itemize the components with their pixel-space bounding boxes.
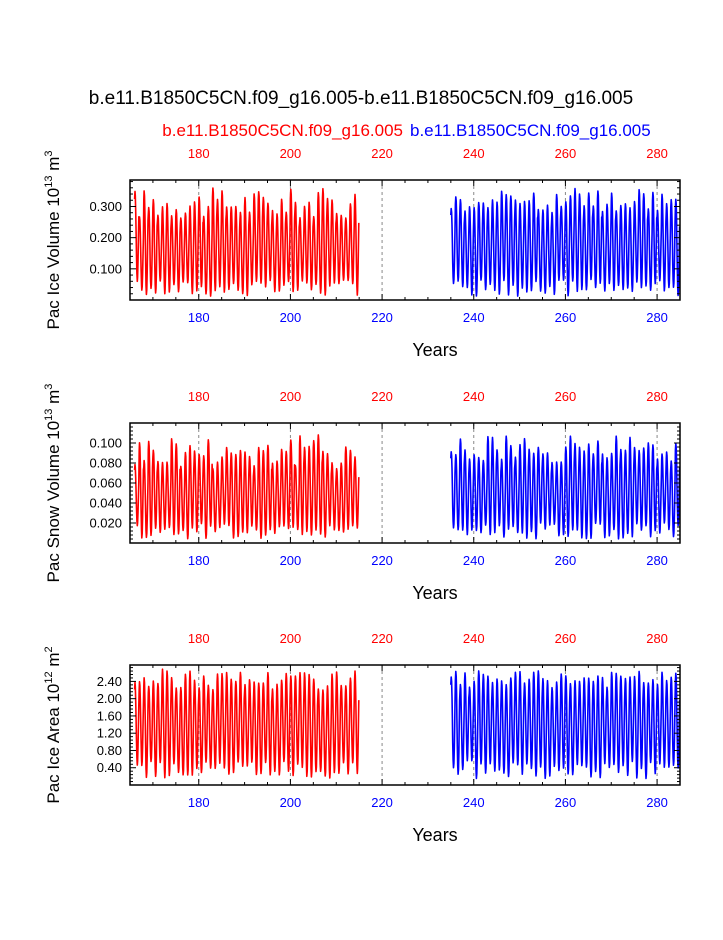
x-tick-label-bottom: 260 bbox=[555, 310, 577, 325]
x-tick-label-bottom: 220 bbox=[371, 553, 393, 568]
y-axis-label-unit: m bbox=[44, 157, 63, 176]
x-tick-label-bottom: 280 bbox=[646, 795, 668, 810]
x-tick-label-top: 240 bbox=[463, 631, 485, 646]
y-axis-label-text: Pac Ice Volume 10 bbox=[44, 188, 63, 330]
y-axis-label: Pac Snow Volume 1013 m3 bbox=[43, 384, 63, 583]
x-axis-label: Years bbox=[412, 825, 457, 845]
y-tick-label: 0.200 bbox=[89, 230, 122, 245]
series-line-red bbox=[133, 187, 360, 297]
y-axis-label-exponent: 13 bbox=[43, 409, 55, 421]
x-tick-label-top: 200 bbox=[280, 631, 302, 646]
figure-title: b.e11.B1850C5CN.f09_g16.005-b.e11.B1850C… bbox=[89, 88, 633, 109]
x-tick-label-top: 240 bbox=[463, 146, 485, 161]
x-axis-label: Years bbox=[412, 340, 457, 360]
x-tick-label-top: 220 bbox=[371, 631, 393, 646]
x-tick-label-top: 220 bbox=[371, 389, 393, 404]
x-tick-label-bottom: 180 bbox=[188, 310, 210, 325]
y-tick-label: 2.40 bbox=[97, 674, 122, 689]
y-axis-label: Pac Ice Area 1012 m2 bbox=[43, 646, 63, 803]
y-axis-label: Pac Ice Volume 1013 m3 bbox=[43, 150, 63, 329]
x-tick-label-bottom: 280 bbox=[646, 553, 668, 568]
y-tick-label: 0.100 bbox=[89, 436, 122, 451]
y-axis-label-unit-exponent: 3 bbox=[43, 150, 55, 156]
series-line-red bbox=[133, 434, 360, 540]
x-tick-label-bottom: 240 bbox=[463, 795, 485, 810]
subtitle-left: b.e11.B1850C5CN.f09_g16.005 bbox=[162, 121, 403, 140]
y-tick-label: 0.100 bbox=[89, 261, 122, 276]
x-tick-label-top: 200 bbox=[280, 389, 302, 404]
x-tick-label-bottom: 200 bbox=[280, 795, 302, 810]
x-tick-label-top: 280 bbox=[646, 389, 668, 404]
x-tick-label-top: 200 bbox=[280, 146, 302, 161]
x-tick-label-top: 260 bbox=[555, 631, 577, 646]
y-tick-label: 0.020 bbox=[89, 516, 122, 531]
series-line-blue bbox=[450, 187, 681, 297]
y-axis-label-exponent: 12 bbox=[43, 671, 55, 683]
x-tick-label-bottom: 260 bbox=[555, 795, 577, 810]
panels: 180 180 200 200 220 220 240 240 260 260 280 280 0.10… bbox=[43, 146, 681, 845]
x-tick-label-bottom: 220 bbox=[371, 795, 393, 810]
x-tick-label-bottom: 180 bbox=[188, 553, 210, 568]
y-tick-label: 2.00 bbox=[97, 691, 122, 706]
x-tick-label-bottom: 220 bbox=[371, 310, 393, 325]
y-tick-label: 0.80 bbox=[97, 743, 122, 758]
y-tick-label: 0.060 bbox=[89, 476, 122, 491]
x-tick-label-bottom: 260 bbox=[555, 553, 577, 568]
x-tick-label-top: 220 bbox=[371, 146, 393, 161]
y-axis-label-unit: m bbox=[44, 652, 63, 671]
y-axis-label-text: Pac Snow Volume 10 bbox=[44, 421, 63, 583]
x-tick-label-bottom: 240 bbox=[463, 310, 485, 325]
chart-panel-1: 180 180 200 200 220 220 240 240 260 260 280 280 0.10… bbox=[43, 146, 681, 360]
x-axis-label: Years bbox=[412, 583, 457, 603]
y-tick-label: 0.40 bbox=[97, 760, 122, 775]
y-tick-label: 0.300 bbox=[89, 199, 122, 214]
x-tick-label-top: 280 bbox=[646, 631, 668, 646]
y-axis-label-unit: m bbox=[44, 390, 63, 409]
y-axis-label-unit-exponent: 2 bbox=[43, 646, 55, 652]
chart-panel-3: 180 180 200 200 220 220 240 240 260 260 280 280 0.40… bbox=[43, 631, 681, 845]
series-line-blue bbox=[450, 435, 681, 540]
x-tick-label-top: 260 bbox=[555, 146, 577, 161]
x-tick-label-bottom: 280 bbox=[646, 310, 668, 325]
x-tick-label-bottom: 200 bbox=[280, 553, 302, 568]
x-tick-label-top: 180 bbox=[188, 631, 210, 646]
y-tick-label: 1.20 bbox=[97, 726, 122, 741]
y-tick-label: 0.080 bbox=[89, 456, 122, 471]
chart-panel-2: 180 180 200 200 220 220 240 240 260 260 280 280 0.02… bbox=[43, 384, 681, 603]
series-line-blue bbox=[450, 670, 681, 780]
y-tick-label: 0.040 bbox=[89, 496, 122, 511]
x-tick-label-top: 280 bbox=[646, 146, 668, 161]
y-axis-label-exponent: 13 bbox=[43, 176, 55, 188]
y-axis-label-unit-exponent: 3 bbox=[43, 384, 55, 390]
x-tick-label-top: 180 bbox=[188, 389, 210, 404]
x-tick-label-bottom: 180 bbox=[188, 795, 210, 810]
x-tick-label-bottom: 200 bbox=[280, 310, 302, 325]
x-tick-label-bottom: 240 bbox=[463, 553, 485, 568]
series-line-red bbox=[133, 668, 360, 779]
y-tick-label: 1.60 bbox=[97, 708, 122, 723]
y-axis-label-text: Pac Ice Area 10 bbox=[44, 684, 63, 804]
subtitle-right: b.e11.B1850C5CN.f09_g16.005 bbox=[410, 121, 651, 140]
x-tick-label-top: 240 bbox=[463, 389, 485, 404]
x-tick-label-top: 260 bbox=[555, 389, 577, 404]
x-tick-label-top: 180 bbox=[188, 146, 210, 161]
